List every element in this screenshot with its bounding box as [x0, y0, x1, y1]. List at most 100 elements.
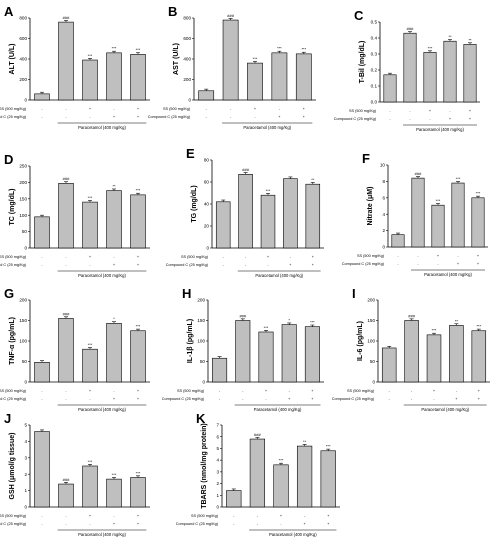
- treatment-sign: -: [223, 255, 225, 259]
- bar: [58, 21, 74, 101]
- bar: [58, 183, 74, 249]
- treatment-sign: -: [245, 255, 247, 259]
- treatment-sign: -: [230, 107, 232, 111]
- treatment-sign: +: [303, 522, 306, 526]
- group-label: Paracetamol (400 mg/Kg): [78, 532, 126, 537]
- y-axis-label: ALT (U/L): [9, 44, 16, 75]
- bar: [82, 465, 98, 508]
- y-tick-label: 200: [19, 180, 27, 185]
- y-tick-label: 100: [367, 339, 375, 344]
- treatment-sign: -: [409, 117, 411, 121]
- bar: [198, 90, 215, 101]
- bar: [34, 431, 50, 508]
- treatment-sign: +: [433, 389, 436, 393]
- significance-mark: ###: [242, 167, 249, 172]
- y-tick-label: 0: [24, 246, 27, 251]
- y-tick-label: 0: [24, 505, 27, 510]
- significance-mark: ***: [432, 328, 437, 333]
- row-label-compound-c: Compound C (25 mg/Kg): [162, 397, 205, 401]
- treatment-sign: -: [89, 397, 91, 401]
- bar: [391, 234, 405, 248]
- panel-letter: H: [182, 286, 191, 301]
- treatment-sign: -: [449, 109, 451, 113]
- y-tick-label: 250: [19, 164, 27, 169]
- y-tick-label: 0: [382, 245, 385, 250]
- treatment-sign: +: [303, 107, 306, 111]
- treatment-sign: -: [65, 107, 67, 111]
- significance-mark: ***: [436, 198, 441, 203]
- significance-mark: ***: [136, 470, 141, 475]
- treatment-sign: -: [245, 263, 247, 267]
- y-tick-label: 200: [367, 298, 375, 303]
- treatment-sign: +: [280, 514, 283, 518]
- row-label-ss: SS (500 mg/Kg): [0, 255, 27, 259]
- y-tick-label: 800: [183, 16, 191, 21]
- treatment-sign: -: [417, 262, 419, 266]
- significance-mark: ***: [136, 188, 141, 193]
- treatment-sign: -: [41, 522, 43, 526]
- y-tick-label: 3: [216, 469, 219, 474]
- treatment-sign: -: [113, 389, 115, 393]
- significance-mark: **: [112, 183, 116, 188]
- bar: [305, 183, 321, 249]
- row-label-compound-c: Compound C (25 mg/Kg): [332, 397, 375, 401]
- treatment-sign: +: [455, 397, 458, 401]
- bar: [215, 201, 231, 249]
- bar: [226, 490, 242, 508]
- significance-mark: ###: [63, 477, 70, 482]
- significance-mark: ***: [112, 46, 117, 51]
- y-tick-label: 50: [22, 229, 28, 234]
- significance-mark: ***: [326, 444, 331, 449]
- bar: [296, 445, 313, 508]
- significance-mark: ###: [63, 15, 70, 20]
- y-tick-label: 0.5: [371, 20, 378, 25]
- treatment-sign: +: [113, 522, 116, 526]
- y-tick-label: 50: [22, 359, 28, 364]
- bar: [260, 194, 276, 249]
- treatment-sign: -: [89, 115, 91, 119]
- treatment-sign: -: [242, 389, 244, 393]
- y-tick-label: 7: [216, 423, 219, 428]
- panel-letter: F: [362, 151, 370, 166]
- row-label-compound-c: Compound C (25 mg/Kg): [148, 115, 191, 119]
- significance-mark: ***: [428, 45, 433, 50]
- y-tick-label: 100: [19, 213, 27, 218]
- y-tick-label: 0: [216, 505, 219, 510]
- treatment-sign: +: [265, 389, 268, 393]
- y-tick-label: 4: [24, 439, 27, 444]
- treatment-sign: +: [327, 522, 330, 526]
- row-label-compound-c: Compound C (25 mg/Kg): [176, 522, 219, 526]
- panel-letter: B: [168, 4, 177, 19]
- treatment-sign: -: [411, 389, 413, 393]
- treatment-sign: -: [65, 389, 67, 393]
- treatment-sign: -: [417, 254, 419, 258]
- row-label-ss: SS (500 mg/Kg): [0, 514, 27, 518]
- significance-mark: ###: [63, 176, 70, 181]
- row-label-compound-c: Compound C (25 mg/Kg): [0, 263, 27, 267]
- treatment-sign: +: [267, 255, 270, 259]
- treatment-sign: -: [409, 109, 411, 113]
- treatment-sign: +: [429, 109, 432, 113]
- treatment-sign: -: [219, 397, 221, 401]
- y-tick-label: 100: [197, 339, 205, 344]
- row-label-compound-c: Compound C (25 mg/Kg): [334, 117, 377, 121]
- treatment-sign: -: [257, 522, 259, 526]
- treatment-sign: +: [137, 255, 140, 259]
- bar: [320, 450, 336, 508]
- treatment-sign: +: [89, 389, 92, 393]
- y-axis-label: Nitrate (μM): [367, 187, 374, 226]
- treatment-sign: +: [89, 514, 92, 518]
- y-tick-label: 0.4: [371, 36, 378, 41]
- y-tick-label: 200: [19, 77, 27, 82]
- group-label: Paracetamol (400 mg/Kg): [416, 127, 464, 132]
- y-tick-label: 40: [204, 202, 210, 207]
- treatment-sign: +: [137, 115, 140, 119]
- treatment-sign: -: [411, 397, 413, 401]
- significance-mark: ***: [301, 47, 306, 52]
- significance-mark: ###: [254, 432, 261, 437]
- y-tick-label: 150: [197, 318, 205, 323]
- bar: [106, 478, 122, 508]
- y-tick-label: 200: [197, 298, 205, 303]
- bar: [381, 347, 397, 383]
- panel-letter: D: [4, 152, 13, 167]
